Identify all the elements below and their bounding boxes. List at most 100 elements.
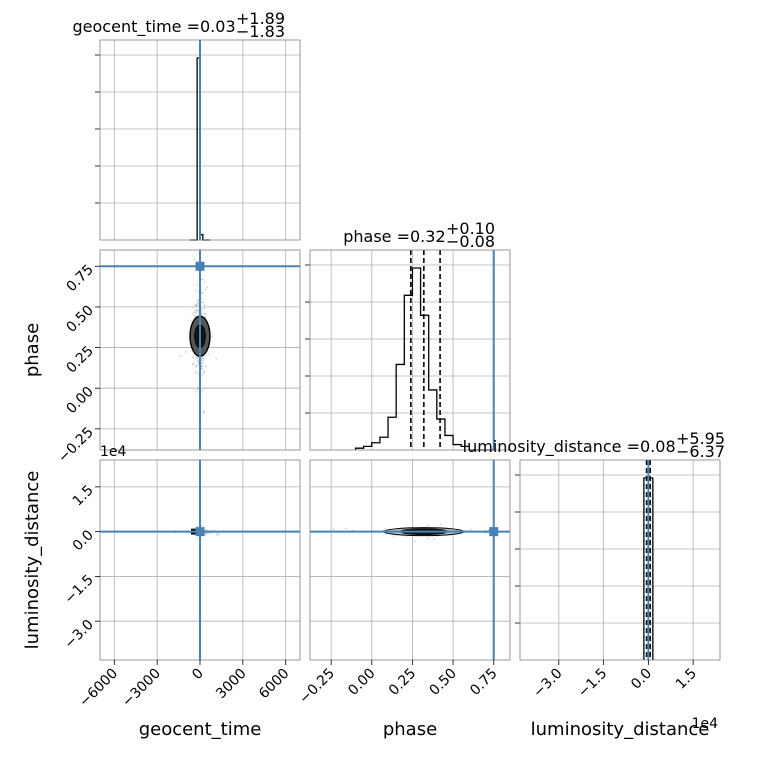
scatter-point: [191, 356, 194, 359]
title-minus: −0.08: [446, 232, 495, 251]
scatter-point: [191, 363, 194, 366]
title-phase: phase = 0.32 +0.10−0.08: [343, 219, 495, 251]
scatter-point: [204, 288, 207, 291]
x-tick-label: 0.0: [628, 666, 655, 693]
scatter-point: [201, 365, 204, 368]
y-axis-label: luminosity_distance: [22, 471, 43, 650]
scatter-point: [204, 281, 206, 283]
x-tick-label: 0: [189, 666, 207, 684]
x-axis-label: geocent_time: [139, 719, 262, 740]
y-tick-label: 0.50: [63, 302, 96, 335]
scatter-point: [194, 311, 197, 313]
scatter-point: [203, 358, 206, 360]
scatter-point: [202, 387, 205, 389]
title-minus: −6.37: [676, 442, 725, 461]
scatter-point: [201, 357, 204, 360]
y-offset-text: 1e4: [100, 444, 127, 460]
scatter-point: [206, 286, 209, 289]
x-tick-label: −3000: [119, 666, 164, 711]
title-text: phase =: [343, 227, 410, 246]
scatter-geocent_time-phase: [179, 244, 218, 415]
scatter-point: [202, 359, 204, 362]
truth-marker: [195, 527, 205, 537]
scatter-point: [216, 534, 219, 536]
scatter-point: [195, 303, 198, 305]
scatter-point: [196, 284, 199, 286]
scatter-point: [184, 351, 187, 353]
scatter-point: [201, 362, 204, 365]
x-tick-label: −1.5: [575, 666, 610, 701]
scatter-point: [191, 312, 194, 314]
scatter-point: [393, 535, 395, 537]
scatter-point: [203, 371, 206, 374]
scatter-point: [205, 365, 207, 368]
histogram-phase: [354, 267, 494, 451]
scatter-point: [215, 357, 218, 360]
scatter-point: [197, 304, 199, 306]
x-tick-label: 0.25: [386, 666, 419, 699]
scatter-point: [196, 388, 199, 390]
scatter-point: [211, 335, 214, 338]
y-tick-label: −3.0: [61, 617, 96, 652]
scatter-point: [196, 356, 199, 359]
scatter-point: [413, 540, 416, 542]
y-tick-label: 0.25: [63, 343, 96, 376]
panel-hist-phase: [309, 249, 511, 451]
title-luminosity_distance: luminosity_distance = 0.08 +5.95−6.37: [463, 429, 725, 461]
scatter-point: [194, 308, 196, 311]
x-tick-label: 0.00: [345, 666, 378, 699]
scatter-point: [203, 312, 206, 315]
x-tick-label: 3000: [213, 666, 250, 703]
scatter-point: [427, 537, 430, 540]
scatter-point: [194, 365, 197, 368]
scatter-point: [204, 313, 207, 316]
y-tick-label: 1.5: [70, 482, 97, 509]
scatter-point: [195, 390, 198, 393]
x-axis-label: luminosity_distance: [531, 719, 710, 740]
scatter-point: [345, 527, 347, 530]
title-text: luminosity_distance =: [463, 437, 640, 457]
scatter-point: [195, 289, 197, 291]
scatter-point: [197, 360, 199, 363]
scatter-point: [218, 532, 220, 535]
x-tick-label: −3.0: [530, 666, 565, 701]
y-axis-label: phase: [22, 323, 43, 377]
scatter-point: [197, 373, 200, 375]
y-tick-label: 0.75: [63, 262, 96, 295]
scatter-point: [204, 316, 207, 318]
scatter-point: [200, 292, 203, 294]
title-value: 0.08: [640, 437, 676, 456]
panel-scatter-phase-luminosity_distance: [309, 459, 511, 661]
scatter-point: [193, 259, 196, 261]
scatter-point: [550, 532, 552, 534]
y-tick-label: −0.25: [55, 424, 97, 466]
scatter-point: [196, 525, 199, 528]
scatter-point: [194, 304, 197, 307]
scatter-point: [205, 533, 208, 535]
scatter-point: [203, 410, 205, 413]
x-axis-label: phase: [383, 719, 437, 740]
scatter-point: [199, 244, 201, 246]
scatter-point: [194, 371, 197, 374]
scatter-point: [469, 528, 472, 531]
truth-marker: [489, 527, 499, 537]
x-tick-label: 1.5: [673, 666, 700, 693]
scatter-point: [384, 528, 387, 530]
panel-hist-geocent_time: [99, 39, 301, 241]
title-minus: −1.83: [236, 22, 285, 41]
title-plus: +1.89: [236, 9, 285, 28]
title-value: 0.32: [410, 227, 446, 246]
scatter-point: [201, 374, 204, 376]
panel-hist-luminosity_distance: [519, 459, 721, 661]
x-tick-label: −6000: [76, 666, 121, 711]
scatter-point: [197, 386, 199, 388]
panel-scatter-geocent_time-phase: [99, 249, 301, 451]
y-tick-label: 0.00: [63, 384, 96, 417]
x-offset-text: 1e4: [692, 716, 719, 732]
scatter-point: [427, 524, 429, 527]
title-plus: +0.10: [446, 219, 495, 238]
scatter-point: [203, 307, 206, 310]
truth-marker: [195, 261, 205, 271]
scatter-point: [332, 528, 335, 531]
